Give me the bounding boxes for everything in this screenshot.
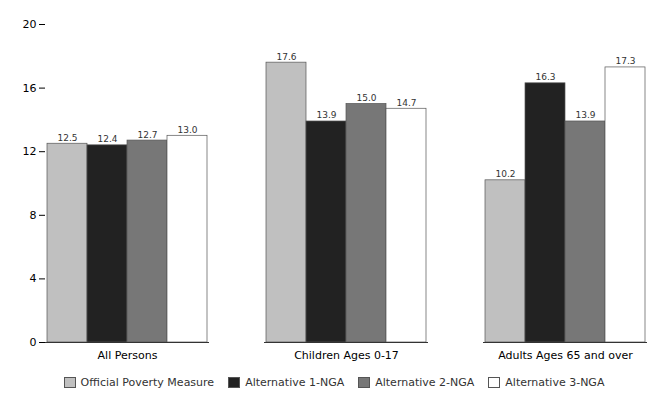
- svg-text:14.7: 14.7: [396, 98, 416, 108]
- html-text:Alternative 2-NGA: Alternative 2-NGA: [375, 376, 475, 389]
- svg-text:13.9: 13.9: [575, 110, 595, 120]
- svg-text:10.2: 10.2: [495, 169, 515, 179]
- svg-text:13.9: 13.9: [316, 110, 336, 120]
- svg-text:12.7: 12.7: [137, 130, 157, 140]
- html-text:Official Poverty Measure: Official Poverty Measure: [80, 376, 215, 389]
- svg-text:20: 20: [23, 18, 37, 31]
- svg-text:12.4: 12.4: [97, 134, 117, 144]
- svg-text:15.0: 15.0: [356, 93, 376, 103]
- svg-text:4: 4: [30, 272, 37, 285]
- svg-text:0: 0: [30, 336, 37, 349]
- svg-text:12: 12: [23, 145, 37, 158]
- svg-text:17.6: 17.6: [276, 52, 296, 62]
- svg-text:8: 8: [30, 209, 37, 222]
- svg-text:13.0: 13.0: [177, 125, 197, 135]
- svg-text:All Persons: All Persons: [98, 349, 158, 362]
- svg-text:Children Ages 0-17: Children Ages 0-17: [294, 349, 399, 362]
- html-text:Alternative 3-NGA: Alternative 3-NGA: [505, 376, 605, 389]
- svg-text:16.3: 16.3: [535, 72, 555, 82]
- html-text:Alternative 1-NGA: Alternative 1-NGA: [245, 376, 345, 389]
- svg-text:12.5: 12.5: [57, 133, 77, 143]
- svg-text:17.3: 17.3: [615, 56, 635, 66]
- svg-text:Adults Ages 65 and over: Adults Ages 65 and over: [498, 349, 633, 362]
- svg-text:16: 16: [23, 82, 37, 95]
